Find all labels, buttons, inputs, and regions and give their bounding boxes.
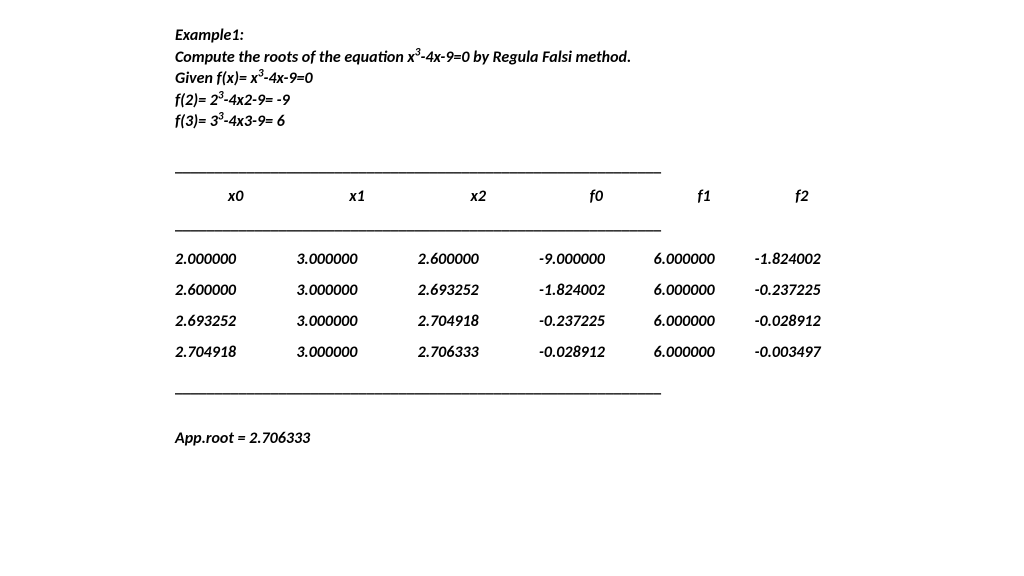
divider-top: ________________________________________… [175,157,849,176]
table-cell: 3.000000 [296,337,417,368]
iteration-table-body: 2.0000003.0000002.600000-9.0000006.00000… [175,244,849,368]
example-title: Example1: [175,25,849,47]
table-cell: 2.600000 [175,275,296,306]
table-row: 2.7049183.0000002.706333-0.0289126.00000… [175,337,849,368]
column-header: f1 [654,182,755,211]
table-row: 2.0000003.0000002.600000-9.0000006.00000… [175,244,849,275]
table-cell: 6.000000 [654,244,755,275]
table-cell: -1.824002 [755,244,849,275]
table-cell: 6.000000 [654,275,755,306]
column-header: x0 [175,182,296,211]
table-cell: 2.704918 [418,306,539,337]
text-part: -4x-9=0 [264,69,313,88]
given-equation: Given f(x)= x3-4x-9=0 [175,68,849,90]
table-cell: 3.000000 [296,244,417,275]
table-cell: -0.028912 [755,306,849,337]
table-cell: 2.600000 [418,244,539,275]
table-cell: 2.706333 [418,337,539,368]
table-cell: 6.000000 [654,306,755,337]
column-header: x2 [418,182,539,211]
problem-statement: Compute the roots of the equation x3-4x-… [175,47,849,69]
table-cell: -9.000000 [539,244,654,275]
divider-mid: ________________________________________… [175,215,849,234]
table-cell: -0.237225 [539,306,654,337]
text-part: -4x-9=0 by Regula Falsi method. [420,48,631,67]
table-cell: -1.824002 [539,275,654,306]
divider-bottom: ________________________________________… [175,378,849,397]
text-part: f(2)= 2 [175,91,218,110]
table-cell: -0.237225 [755,275,849,306]
table-cell: 6.000000 [654,337,755,368]
table-cell: -0.028912 [539,337,654,368]
text-part: f(3)= 3 [175,112,218,131]
table-cell: 3.000000 [296,306,417,337]
table-cell: 2.704918 [175,337,296,368]
iteration-table: x0x1x2f0f1f2 [175,182,849,211]
table-cell: 2.693252 [175,306,296,337]
table-cell: -0.003497 [755,337,849,368]
table-row: 2.6000003.0000002.693252-1.8240026.00000… [175,275,849,306]
table-row: 2.6932523.0000002.704918-0.2372256.00000… [175,306,849,337]
f-of-2: f(2)= 23-4x2-9= -9 [175,90,849,112]
column-header: f0 [539,182,654,211]
text-part: Given f(x)= x [175,69,258,88]
text-part: Compute the roots of the equation x [175,48,415,67]
table-header-row: x0x1x2f0f1f2 [175,182,849,211]
table-cell: 2.693252 [418,275,539,306]
f-of-3: f(3)= 33-4x3-9= 6 [175,111,849,133]
text-part: -4x3-9= 6 [224,112,285,131]
table-cell: 3.000000 [296,275,417,306]
table-cell: 2.000000 [175,244,296,275]
column-header: f2 [755,182,849,211]
approximate-root: App.root = 2.706333 [175,429,849,448]
column-header: x1 [296,182,417,211]
text-part: -4x2-9= -9 [224,91,290,110]
